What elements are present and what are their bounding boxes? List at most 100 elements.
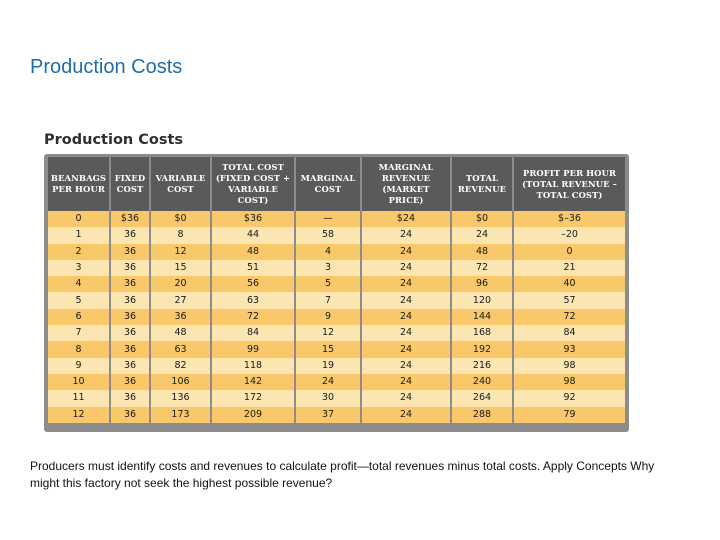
- cell-total-cost: 63: [210, 292, 295, 309]
- cell-marginal-cost: 30: [294, 390, 361, 407]
- cell-marginal-cost: 9: [294, 308, 361, 326]
- cell-fixed-cost: 36: [109, 325, 150, 342]
- cell-fixed-cost: 36: [109, 308, 150, 326]
- cell-variable-cost: 12: [149, 243, 211, 260]
- cell-marginal-revenue: 24: [360, 227, 451, 244]
- cell-beanbags: 6: [48, 308, 110, 326]
- cell-profit: 98: [512, 373, 625, 391]
- cell-beanbags: 8: [48, 341, 110, 358]
- cell-marginal-revenue: 24: [360, 243, 451, 260]
- cell-beanbags: 5: [48, 292, 110, 309]
- cell-profit: 93: [512, 341, 625, 358]
- cell-total-cost: 72: [210, 308, 295, 326]
- cell-profit: 0: [512, 243, 625, 260]
- cell-profit: 84: [512, 325, 625, 342]
- table-row: 1 36 8 44 58 24 24 –20: [48, 227, 625, 244]
- cell-total-cost: 56: [210, 276, 295, 293]
- cell-marginal-revenue: 24: [360, 373, 451, 391]
- cell-marginal-revenue: $24: [360, 211, 451, 228]
- table-row: 12 36 173 209 37 24 288 79: [48, 406, 625, 423]
- slide-title: Production Costs: [30, 56, 183, 78]
- cell-variable-cost: 106: [149, 373, 211, 391]
- cell-fixed-cost: 36: [109, 292, 150, 309]
- col-header-variable-cost: Variable cost: [149, 157, 211, 211]
- cell-total-revenue: 168: [450, 325, 513, 342]
- cell-marginal-cost: 7: [294, 292, 361, 309]
- col-header-total-revenue: Total revenue: [450, 157, 513, 211]
- cell-total-revenue: 144: [450, 308, 513, 326]
- cell-beanbags: 3: [48, 259, 110, 277]
- cell-beanbags: 4: [48, 276, 110, 293]
- table-row: 4 36 20 56 5 24 96 40: [48, 276, 625, 293]
- col-header-fixed-cost: Fixed cost: [109, 157, 150, 211]
- cell-fixed-cost: 36: [109, 357, 150, 374]
- cell-fixed-cost: 36: [109, 406, 150, 423]
- cell-marginal-cost: 58: [294, 227, 361, 244]
- cell-marginal-revenue: 24: [360, 406, 451, 423]
- table-row: 11 36 136 172 30 24 264 92: [48, 390, 625, 407]
- cell-total-revenue: 96: [450, 276, 513, 293]
- cell-total-cost: 118: [210, 357, 295, 374]
- cell-variable-cost: 20: [149, 276, 211, 293]
- table-row: 8 36 63 99 15 24 192 93: [48, 341, 625, 358]
- cell-variable-cost: 27: [149, 292, 211, 309]
- cell-total-cost: 209: [210, 406, 295, 423]
- cell-beanbags: 9: [48, 357, 110, 374]
- cell-total-revenue: 120: [450, 292, 513, 309]
- cell-marginal-cost: —: [294, 211, 361, 228]
- table-row: 7 36 48 84 12 24 168 84: [48, 325, 625, 342]
- cell-marginal-revenue: 24: [360, 276, 451, 293]
- cell-marginal-cost: 4: [294, 243, 361, 260]
- cell-fixed-cost: 36: [109, 243, 150, 260]
- cell-marginal-revenue: 24: [360, 357, 451, 374]
- cell-marginal-cost: 12: [294, 325, 361, 342]
- cell-profit: –20: [512, 227, 625, 244]
- cell-profit: 57: [512, 292, 625, 309]
- table-row: 9 36 82 118 19 24 216 98: [48, 357, 625, 374]
- cell-variable-cost: 36: [149, 308, 211, 326]
- table-row: 0 $36 $0 $36— $24 $0 $–36: [48, 211, 625, 228]
- cell-marginal-revenue: 24: [360, 341, 451, 358]
- cell-total-cost: 44: [210, 227, 295, 244]
- table-row: 2 36 12 48 4 24 48 0: [48, 243, 625, 260]
- cell-total-revenue: 48: [450, 243, 513, 260]
- cell-marginal-revenue: 24: [360, 259, 451, 277]
- cell-profit: 72: [512, 308, 625, 326]
- cell-total-revenue: 24: [450, 227, 513, 244]
- table-header-row: Beanbags per hour Fixed cost Variable co…: [48, 157, 625, 211]
- cell-total-revenue: 192: [450, 341, 513, 358]
- cell-beanbags: 7: [48, 325, 110, 342]
- cell-total-revenue: 240: [450, 373, 513, 391]
- cell-fixed-cost: $36: [109, 211, 150, 228]
- cell-total-revenue: 216: [450, 357, 513, 374]
- col-header-beanbags: Beanbags per hour: [48, 157, 110, 211]
- cell-beanbags: 0: [48, 211, 110, 228]
- cell-profit: 79: [512, 406, 625, 423]
- cell-marginal-cost: 24: [294, 373, 361, 391]
- production-costs-table: Beanbags per hour Fixed cost Variable co…: [48, 157, 625, 423]
- cell-total-cost: $36: [210, 211, 295, 228]
- cell-variable-cost: 82: [149, 357, 211, 374]
- cell-profit: $–36: [512, 211, 625, 228]
- cell-total-cost: 172: [210, 390, 295, 407]
- cell-variable-cost: 173: [149, 406, 211, 423]
- production-costs-figure: Production Costs Beanbags per hour Fixed…: [40, 128, 632, 436]
- cell-beanbags: 10: [48, 373, 110, 391]
- cell-profit: 21: [512, 259, 625, 277]
- col-header-marginal-revenue: Marginal revenue (market price): [360, 157, 451, 211]
- table-frame: Beanbags per hour Fixed cost Variable co…: [44, 154, 629, 432]
- col-header-marginal-cost: Marginal cost: [294, 157, 361, 211]
- cell-profit: 40: [512, 276, 625, 293]
- cell-variable-cost: 63: [149, 341, 211, 358]
- cell-profit: 98: [512, 357, 625, 374]
- cell-fixed-cost: 36: [109, 276, 150, 293]
- cell-beanbags: 2: [48, 243, 110, 260]
- cell-total-cost: 51: [210, 259, 295, 277]
- cell-fixed-cost: 36: [109, 341, 150, 358]
- cell-marginal-cost: 37: [294, 406, 361, 423]
- cell-total-cost: 84: [210, 325, 295, 342]
- cell-total-cost: 99: [210, 341, 295, 358]
- cell-fixed-cost: 36: [109, 390, 150, 407]
- cell-beanbags: 1: [48, 227, 110, 244]
- cell-profit: 92: [512, 390, 625, 407]
